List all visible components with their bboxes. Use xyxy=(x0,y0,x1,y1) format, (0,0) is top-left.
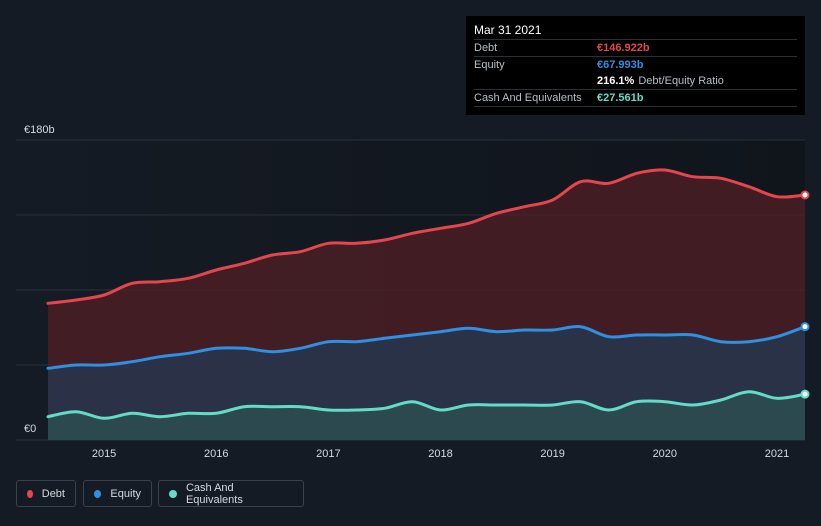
x-tick-label-2019: 2019 xyxy=(540,448,564,460)
tooltip-row-equity: Equity €67.993b xyxy=(474,56,797,73)
legend-equity-dot-icon xyxy=(94,489,102,498)
x-tick-label-2015: 2015 xyxy=(92,448,116,460)
tooltip-equity-label: Equity xyxy=(474,59,505,71)
debt-end-marker[interactable] xyxy=(800,190,810,200)
legend-cash-dot-icon xyxy=(169,489,177,498)
tooltip-debt-label: Debt xyxy=(474,42,498,54)
debt-line xyxy=(46,168,807,305)
x-tick-label-2017: 2017 xyxy=(316,448,340,460)
legend-item-cash[interactable]: Cash And Equivalents xyxy=(158,480,304,507)
tooltip: Mar 31 2021 Debt €146.922b Equity €67.99… xyxy=(466,16,805,115)
tooltip-cash-value: €27.561b xyxy=(597,92,644,104)
cash-line xyxy=(46,390,807,420)
tooltip-ratio-value: 216.1% xyxy=(597,75,635,87)
tooltip-row-cash: Cash And Equivalents €27.561b xyxy=(474,89,797,106)
y-axis-top-label: €180b xyxy=(24,124,55,136)
tooltip-debt-value: €146.922b xyxy=(597,42,650,54)
tooltip-equity-value: €67.993b xyxy=(597,59,644,71)
y-axis-bottom-label: €0 xyxy=(24,423,36,435)
tooltip-ratio-label: Debt/Equity Ratio xyxy=(638,75,724,87)
x-tick-label-2018: 2018 xyxy=(428,448,452,460)
cash-end-marker[interactable] xyxy=(800,389,810,399)
equity-line xyxy=(46,325,807,370)
legend-item-equity[interactable]: Equity xyxy=(83,480,152,507)
cash-area xyxy=(48,391,805,440)
equity-end-marker[interactable] xyxy=(800,322,810,332)
tooltip-row-debt: Debt €146.922b xyxy=(474,39,797,56)
tooltip-date: Mar 31 2021 xyxy=(474,23,542,37)
legend-item-debt[interactable]: Debt xyxy=(16,480,76,507)
legend-cash-label: Cash And Equivalents xyxy=(185,481,243,506)
x-tick-label-2016: 2016 xyxy=(204,448,228,460)
legend-debt-label: Debt xyxy=(41,487,65,500)
x-tick-label-2021: 2021 xyxy=(765,448,789,460)
x-tick-label-2020: 2020 xyxy=(653,448,677,460)
tooltip-cash-label: Cash And Equivalents xyxy=(474,92,582,104)
tooltip-row-ratio: 216.1% Debt/Equity Ratio xyxy=(474,73,797,89)
legend-equity-label: Equity xyxy=(110,487,141,500)
legend-debt-dot-icon xyxy=(27,489,33,498)
